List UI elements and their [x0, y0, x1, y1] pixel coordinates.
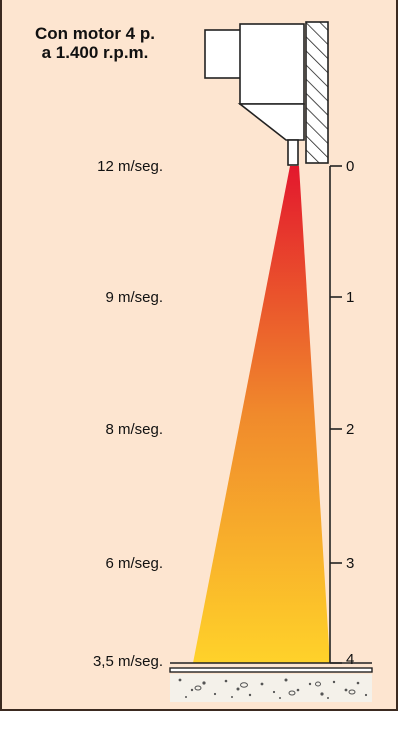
diagram-frame: [0, 0, 398, 711]
scale-label-1: 1: [346, 289, 355, 306]
heater-outlet: [287, 139, 299, 166]
speed-label-0: 12 m/seg.: [97, 158, 163, 175]
motor-title-line2: a 1.400 r.p.m.: [41, 43, 149, 62]
speed-label-4: 3,5 m/seg.: [92, 653, 163, 670]
air-plume: [193, 166, 330, 663]
floor: [169, 662, 373, 702]
scale-label-0: 0: [346, 158, 355, 175]
heater-body: [239, 23, 305, 105]
scale-label-3: 3: [346, 555, 355, 572]
speed-label-2: 8 m/seg.: [105, 421, 163, 438]
scale-label-4: 4: [346, 651, 355, 668]
wall-hatched: [305, 21, 329, 164]
speed-label-1: 9 m/seg.: [105, 289, 163, 306]
scale-label-2: 2: [346, 421, 355, 438]
heater-motor: [204, 29, 244, 79]
speed-label-3: 6 m/seg.: [105, 555, 163, 572]
heater-unit: [204, 23, 305, 166]
heater-nozzle: [237, 103, 305, 141]
motor-title-line1: Con motor 4 p.: [35, 24, 155, 43]
motor-title: Con motor 4 p. a 1.400 r.p.m.: [20, 24, 170, 62]
